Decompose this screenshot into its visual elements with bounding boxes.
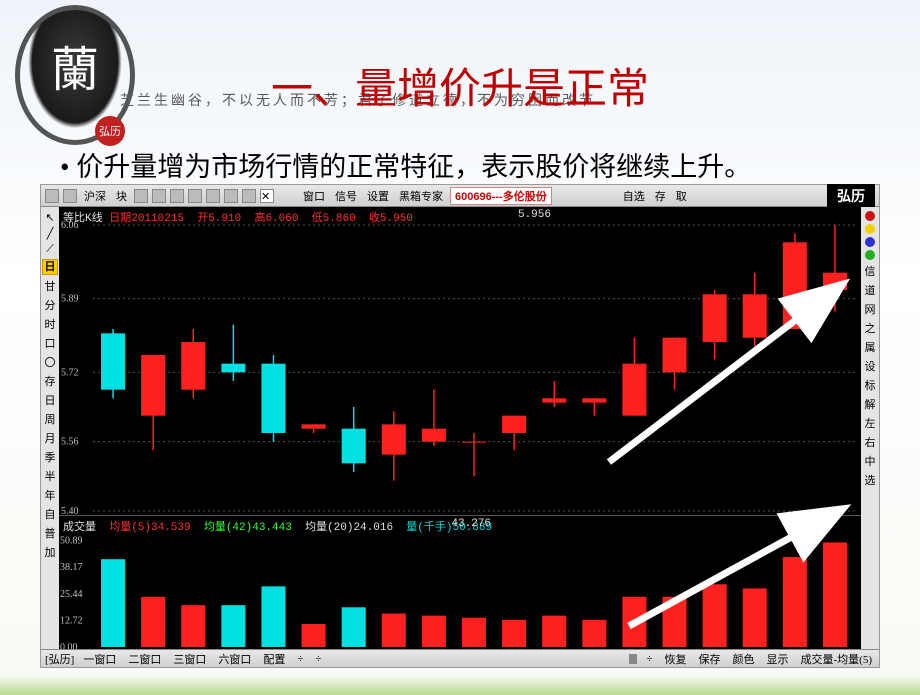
- status-button[interactable]: 保存: [696, 651, 724, 667]
- stepper-icon[interactable]: ÷: [643, 653, 655, 665]
- draw-tool-icon[interactable]: ↖: [45, 211, 54, 224]
- tool-icon[interactable]: [152, 189, 166, 203]
- svg-text:25.44: 25.44: [60, 588, 83, 599]
- rail-button[interactable]: 年: [45, 487, 56, 503]
- toolbar: 沪深 块 ✕ 窗口 信号 设置 黑箱专家 600696---多伦股份 自选 存 …: [41, 185, 879, 207]
- rail-button[interactable]: 半: [45, 468, 56, 484]
- rail-button[interactable]: 加: [45, 544, 56, 560]
- tool-icon[interactable]: [134, 189, 148, 203]
- rail-button[interactable]: 左: [865, 415, 876, 431]
- status-bar: [弘历] 一窗口 二窗口 三窗口 六窗口 配置 ÷ ÷ ÷ 恢复 保存 颜色 显…: [41, 649, 879, 667]
- candle-header: 等比K线 日期20110215 开5.910 高6.060 低5.860 收5.…: [63, 209, 413, 225]
- config-button[interactable]: 配置: [260, 651, 288, 667]
- status-button[interactable]: 恢复: [662, 651, 690, 667]
- brand-small: [弘历]: [45, 651, 74, 667]
- rail-button[interactable]: 月: [45, 430, 56, 446]
- candle-header-val: 5.956: [518, 209, 551, 221]
- scroll-thumb[interactable]: [629, 654, 637, 664]
- decorative-grass: [0, 675, 920, 695]
- rail-button[interactable]: 网: [865, 301, 876, 317]
- svg-text:38.17: 38.17: [60, 562, 83, 573]
- rail-button[interactable]: 之: [865, 320, 876, 336]
- stepper-icon[interactable]: ÷: [312, 653, 324, 665]
- candlestick-chart[interactable]: 等比K线 日期20110215 开5.910 高6.060 低5.860 收5.…: [59, 207, 861, 516]
- toolbar-label[interactable]: 存: [652, 188, 669, 204]
- rail-button[interactable]: 解: [865, 396, 876, 412]
- close-icon[interactable]: ✕: [260, 189, 274, 203]
- toolbar-label[interactable]: 沪深: [81, 188, 109, 204]
- svg-text:5.72: 5.72: [61, 367, 79, 378]
- red-stamp: 弘历: [95, 116, 125, 146]
- volume-svg: 50.89 38.17 25.44 12.72 0.00: [59, 516, 861, 649]
- window-tab[interactable]: 二窗口: [125, 651, 164, 667]
- slide-title: 一、量增价升是正常: [0, 55, 920, 116]
- rail-button[interactable]: 存: [45, 373, 56, 389]
- toolbar-label[interactable]: 黑箱专家: [396, 188, 446, 204]
- stepper-icon[interactable]: ÷: [294, 653, 306, 665]
- brand-label: 弘历: [827, 184, 875, 208]
- toolbar-label[interactable]: 自选: [620, 188, 648, 204]
- rail-button[interactable]: 口: [45, 335, 56, 351]
- svg-text:50.89: 50.89: [60, 535, 83, 546]
- palette-dot-icon[interactable]: [865, 224, 875, 234]
- rail-button[interactable]: 时: [45, 316, 56, 332]
- tool-icon[interactable]: [242, 189, 256, 203]
- tool-icon[interactable]: [45, 189, 59, 203]
- rail-button[interactable]: 甘: [45, 278, 56, 294]
- toolbar-label[interactable]: 取: [673, 188, 690, 204]
- tool-icon[interactable]: [224, 189, 238, 203]
- rail-button[interactable]: 选: [865, 472, 876, 488]
- palette-dot-icon[interactable]: [865, 237, 875, 247]
- toolbar-label[interactable]: 块: [113, 188, 130, 204]
- day-button[interactable]: 日: [42, 259, 58, 275]
- rail-button[interactable]: 自: [45, 506, 56, 522]
- rail-button[interactable]: 道: [865, 282, 876, 298]
- toolbar-label[interactable]: 设置: [364, 188, 392, 204]
- rail-button[interactable]: 右: [865, 434, 876, 450]
- rail-button[interactable]: 周: [45, 411, 56, 427]
- tool-icon[interactable]: [206, 189, 220, 203]
- rail-button[interactable]: 标: [865, 377, 876, 393]
- left-tool-rail: ↖ ╱ ⟋ 日 甘分时口〇存日周月季半年自普加: [41, 207, 59, 649]
- right-tool-rail: 信道网之属设标解左右中选: [861, 207, 879, 649]
- tool-icon[interactable]: [170, 189, 184, 203]
- svg-text:5.40: 5.40: [61, 506, 79, 515]
- palette-dot-icon[interactable]: [865, 250, 875, 260]
- volume-header: 成交量 均量(5)34.539 均量(42)43.443 均量(20)24.01…: [63, 518, 492, 534]
- window-tab[interactable]: 三窗口: [170, 651, 209, 667]
- rail-button[interactable]: 〇: [45, 354, 56, 370]
- status-button[interactable]: 颜色: [730, 651, 758, 667]
- rail-button[interactable]: 属: [865, 339, 876, 355]
- indicator-label[interactable]: 成交量-均量(5): [798, 651, 876, 667]
- stock-code[interactable]: 600696---多伦股份: [450, 187, 552, 205]
- volume-header-val: 43.276: [451, 518, 491, 530]
- window-tab[interactable]: 一窗口: [80, 651, 119, 667]
- toolbar-label[interactable]: 窗口: [300, 188, 328, 204]
- chart-application: 沪深 块 ✕ 窗口 信号 设置 黑箱专家 600696---多伦股份 自选 存 …: [40, 184, 880, 668]
- rail-button[interactable]: 信: [865, 263, 876, 279]
- svg-text:5.89: 5.89: [61, 294, 79, 305]
- rail-button[interactable]: 日: [45, 392, 56, 408]
- draw-tool-icon[interactable]: ⟋: [46, 243, 54, 256]
- palette-dot-icon[interactable]: [865, 211, 875, 221]
- toolbar-label[interactable]: 信号: [332, 188, 360, 204]
- rail-button[interactable]: 普: [45, 525, 56, 541]
- window-tab[interactable]: 六窗口: [215, 651, 254, 667]
- tool-icon[interactable]: [188, 189, 202, 203]
- candle-svg: 6.065.895.725.565.40: [59, 207, 861, 515]
- draw-tool-icon[interactable]: ╱: [47, 227, 54, 240]
- svg-text:5.56: 5.56: [61, 437, 79, 448]
- svg-text:0.00: 0.00: [60, 642, 78, 649]
- slide-bullet: • 价升量增为市场行情的正常特征，表示股价将继续上升。: [60, 145, 751, 184]
- tool-icon[interactable]: [63, 189, 77, 203]
- rail-button[interactable]: 季: [45, 449, 56, 465]
- rail-button[interactable]: 中: [865, 453, 876, 469]
- status-button[interactable]: 显示: [764, 651, 792, 667]
- rail-button[interactable]: 分: [45, 297, 56, 313]
- volume-chart[interactable]: 成交量 均量(5)34.539 均量(42)43.443 均量(20)24.01…: [59, 516, 861, 649]
- rail-button[interactable]: 设: [865, 358, 876, 374]
- svg-text:12.72: 12.72: [60, 615, 83, 626]
